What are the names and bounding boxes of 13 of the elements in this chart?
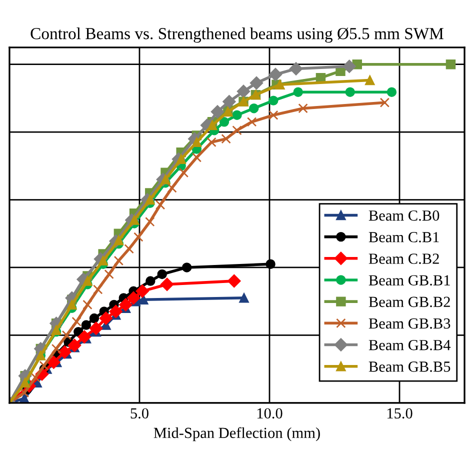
x-tick-label: 5.0 [130, 408, 148, 419]
chart-title: Control Beams vs. Strengthened beams using Ø5.5 mm SWM [30, 28, 444, 43]
legend-label: Beam GB.B4 [368, 340, 451, 350]
legend-label: Beam GB.B3 [368, 318, 450, 329]
legend-label: Beam GB.B2 [368, 296, 450, 308]
x-axis-title: Mid-Span Deflection (mm) [154, 427, 320, 442]
x-tick-label: 15.0 [387, 408, 412, 419]
x-tick-label: 10.0 [257, 408, 282, 419]
legend-label: Beam GB.B1 [368, 275, 450, 286]
legend-label: Beam GB.B5 [368, 362, 450, 372]
legend-label: Beam C.B2 [368, 254, 439, 264]
legend-label: Beam C.B1 [368, 232, 439, 242]
legend-label: Beam C.B0 [368, 210, 440, 221]
